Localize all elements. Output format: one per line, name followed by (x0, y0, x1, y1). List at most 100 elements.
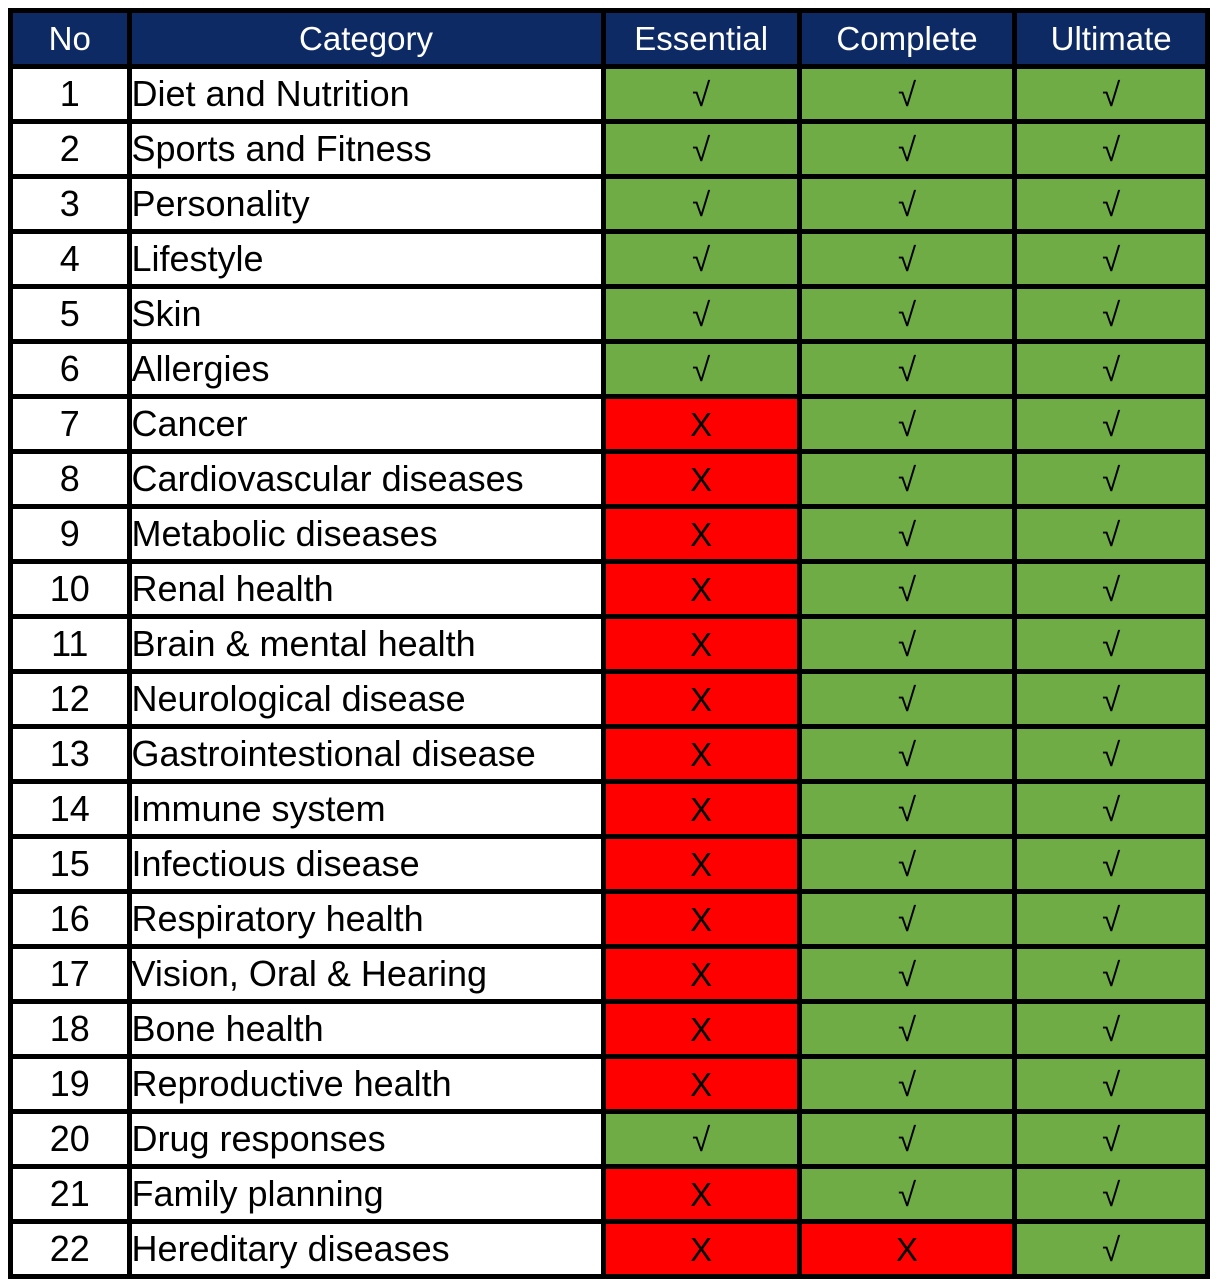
table-row: 1 Diet and Nutrition √ √ √ (8, 64, 1210, 124)
essential-cell-cross: X (600, 559, 802, 619)
essential-cell-check: √ (600, 339, 802, 399)
category-name: Vision, Oral & Hearing (126, 944, 606, 1004)
ultimate-cell-check: √ (1012, 999, 1210, 1059)
row-number: 22 (8, 1219, 132, 1279)
table-row: 17 Vision, Oral & Hearing X √ √ (8, 944, 1210, 1004)
table-row: 2 Sports and Fitness √ √ √ (8, 119, 1210, 179)
row-number: 21 (8, 1164, 132, 1224)
complete-cell-check: √ (796, 284, 1018, 344)
complete-cell-check: √ (796, 889, 1018, 949)
complete-cell-check: √ (796, 614, 1018, 674)
complete-cell-check: √ (796, 1164, 1018, 1224)
essential-cell-check: √ (600, 64, 802, 124)
category-name: Family planning (126, 1164, 606, 1224)
category-name: Gastrointestional disease (126, 724, 606, 784)
table-body: 1 Diet and Nutrition √ √ √ 2 Sports and … (8, 64, 1210, 1279)
col-header-category: Category (126, 8, 606, 69)
complete-cell-check: √ (796, 834, 1018, 894)
table-row: 10 Renal health X √ √ (8, 559, 1210, 619)
col-header-no: No (8, 8, 132, 69)
category-name: Immune system (126, 779, 606, 839)
ultimate-cell-check: √ (1012, 64, 1210, 124)
category-name: Allergies (126, 339, 606, 399)
ultimate-cell-check: √ (1012, 669, 1210, 729)
table-row: 12 Neurological disease X √ √ (8, 669, 1210, 729)
ultimate-cell-check: √ (1012, 779, 1210, 839)
essential-cell-check: √ (600, 284, 802, 344)
complete-cell-check: √ (796, 669, 1018, 729)
category-name: Cardiovascular diseases (126, 449, 606, 509)
essential-cell-cross: X (600, 1219, 802, 1279)
ultimate-cell-check: √ (1012, 284, 1210, 344)
row-number: 10 (8, 559, 132, 619)
complete-cell-check: √ (796, 1054, 1018, 1114)
complete-cell-check: √ (796, 559, 1018, 619)
ultimate-cell-check: √ (1012, 1109, 1210, 1169)
essential-cell-cross: X (600, 614, 802, 674)
row-number: 1 (8, 64, 132, 124)
category-name: Respiratory health (126, 889, 606, 949)
essential-cell-cross: X (600, 449, 802, 509)
ultimate-cell-check: √ (1012, 229, 1210, 289)
complete-cell-check: √ (796, 944, 1018, 1004)
table-row: 19 Reproductive health X √ √ (8, 1054, 1210, 1114)
ultimate-cell-check: √ (1012, 449, 1210, 509)
complete-cell-check: √ (796, 779, 1018, 839)
category-name: Diet and Nutrition (126, 64, 606, 124)
category-name: Brain & mental health (126, 614, 606, 674)
row-number: 14 (8, 779, 132, 839)
table-row: 15 Infectious disease X √ √ (8, 834, 1210, 894)
essential-cell-cross: X (600, 889, 802, 949)
ultimate-cell-check: √ (1012, 504, 1210, 564)
ultimate-cell-check: √ (1012, 1054, 1210, 1114)
table-row: 4 Lifestyle √ √ √ (8, 229, 1210, 289)
ultimate-cell-check: √ (1012, 394, 1210, 454)
table-row: 5 Skin √ √ √ (8, 284, 1210, 344)
essential-cell-cross: X (600, 394, 802, 454)
table-row: 18 Bone health X √ √ (8, 999, 1210, 1059)
row-number: 18 (8, 999, 132, 1059)
essential-cell-cross: X (600, 504, 802, 564)
row-number: 11 (8, 614, 132, 674)
essential-cell-cross: X (600, 834, 802, 894)
row-number: 15 (8, 834, 132, 894)
col-header-essential: Essential (600, 8, 802, 69)
essential-cell-cross: X (600, 1164, 802, 1224)
row-number: 16 (8, 889, 132, 949)
complete-cell-check: √ (796, 504, 1018, 564)
complete-cell-check: √ (796, 724, 1018, 784)
category-name: Lifestyle (126, 229, 606, 289)
ultimate-cell-check: √ (1012, 559, 1210, 619)
category-name: Renal health (126, 559, 606, 619)
category-name: Hereditary diseases (126, 1219, 606, 1279)
row-number: 2 (8, 119, 132, 179)
ultimate-cell-check: √ (1012, 1164, 1210, 1224)
category-name: Personality (126, 174, 606, 234)
category-name: Reproductive health (126, 1054, 606, 1114)
table-row: 7 Cancer X √ √ (8, 394, 1210, 454)
row-number: 5 (8, 284, 132, 344)
table-header: No Category Essential Complete Ultimate (8, 8, 1210, 69)
category-name: Metabolic diseases (126, 504, 606, 564)
ultimate-cell-check: √ (1012, 339, 1210, 399)
plan-comparison-table: No Category Essential Complete Ultimate … (8, 8, 1210, 1279)
essential-cell-cross: X (600, 669, 802, 729)
table-row: 16 Respiratory health X √ √ (8, 889, 1210, 949)
ultimate-cell-check: √ (1012, 944, 1210, 1004)
row-number: 7 (8, 394, 132, 454)
col-header-ultimate: Ultimate (1012, 8, 1210, 69)
complete-cell-check: √ (796, 999, 1018, 1059)
complete-cell-check: √ (796, 449, 1018, 509)
row-number: 13 (8, 724, 132, 784)
essential-cell-check: √ (600, 1109, 802, 1169)
table-row: 8 Cardiovascular diseases X √ √ (8, 449, 1210, 509)
complete-cell-check: √ (796, 339, 1018, 399)
complete-cell-cross: X (796, 1219, 1018, 1279)
row-number: 8 (8, 449, 132, 509)
essential-cell-check: √ (600, 229, 802, 289)
category-name: Cancer (126, 394, 606, 454)
table-row: 20 Drug responses √ √ √ (8, 1109, 1210, 1169)
complete-cell-check: √ (796, 174, 1018, 234)
essential-cell-cross: X (600, 999, 802, 1059)
